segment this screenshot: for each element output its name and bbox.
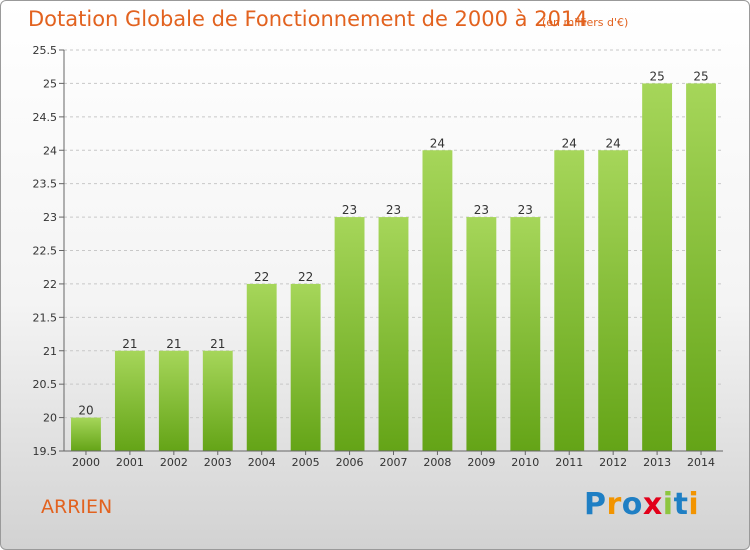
bar [71, 417, 101, 451]
bar [290, 283, 321, 451]
x-tick-label: 2006 [336, 456, 364, 469]
x-tick-label: 2009 [467, 456, 495, 469]
logo-letter: o [621, 487, 643, 522]
y-tick-label: 23 [43, 211, 57, 224]
bar [334, 217, 365, 451]
bar-value-label: 23 [518, 203, 533, 217]
x-tick-label: 2003 [204, 456, 232, 469]
bar [642, 83, 673, 452]
bar-value-label: 23 [474, 203, 489, 217]
logo-letter: t [673, 487, 689, 522]
bar [466, 217, 497, 451]
y-tick-label: 24.5 [33, 111, 58, 124]
y-tick-label: 21.5 [33, 311, 58, 324]
bar-value-label: 25 [693, 69, 708, 83]
commune-name: ARRIEN [41, 496, 113, 518]
bar [554, 150, 585, 451]
bar-value-label: 24 [606, 136, 621, 150]
bar [378, 217, 409, 451]
bar [202, 350, 233, 451]
y-tick-label: 20.5 [33, 378, 58, 391]
x-tick-label: 2001 [116, 456, 144, 469]
bar-value-label: 20 [78, 404, 93, 418]
bar-value-label: 24 [562, 136, 577, 150]
logo-letter: x [642, 487, 663, 522]
bar [598, 150, 629, 451]
bar-value-label: 21 [122, 337, 137, 351]
logo-letter: r [606, 487, 622, 522]
bar [510, 217, 541, 451]
bar [422, 150, 453, 451]
bar [686, 83, 716, 452]
x-tick-label: 2002 [160, 456, 188, 469]
x-tick-label: 2004 [248, 456, 276, 469]
chart-title: Dotation Globale de Fonctionnement de 20… [28, 7, 588, 31]
y-tick-label: 24 [43, 144, 57, 157]
y-tick-label: 21 [43, 345, 57, 358]
y-tick-label: 25 [43, 77, 57, 90]
x-tick-label: 2008 [423, 456, 451, 469]
x-tick-label: 2007 [380, 456, 408, 469]
bar-value-label: 23 [386, 203, 401, 217]
bar-value-label: 23 [342, 203, 357, 217]
bar-value-label: 21 [210, 337, 225, 351]
bar-value-label: 22 [254, 270, 269, 284]
logo-letter: i [688, 487, 700, 522]
x-tick-label: 2014 [687, 456, 715, 469]
x-tick-label: 2013 [643, 456, 671, 469]
y-tick-label: 19.5 [33, 445, 58, 458]
y-tick-label: 22 [43, 278, 57, 291]
x-tick-label: 2010 [511, 456, 539, 469]
y-tick-label: 25.5 [33, 44, 58, 57]
y-tick-label: 20 [43, 412, 57, 425]
bar-value-label: 21 [166, 337, 181, 351]
y-tick-label: 22.5 [33, 245, 58, 258]
logo-letter: i [662, 487, 674, 522]
x-tick-label: 2012 [599, 456, 627, 469]
y-tick-label: 23.5 [33, 178, 58, 191]
logo-letter: P [584, 487, 607, 522]
bar [246, 283, 277, 451]
proxiti-logo[interactable]: Proxiti [584, 487, 699, 522]
chart-subtitle: (en milliers d'€) [542, 16, 629, 29]
bar-value-label: 25 [649, 69, 664, 83]
bar [114, 350, 145, 451]
bar-value-label: 24 [430, 136, 445, 150]
bar-value-label: 22 [298, 270, 313, 284]
x-tick-label: 2011 [555, 456, 583, 469]
x-tick-label: 2005 [292, 456, 320, 469]
bar [158, 350, 189, 451]
x-tick-label: 2000 [72, 456, 100, 469]
axes: 19.5 20 20.5 21 21.5 22 22.5 23 23.5 24 24.5 25 25.5… [33, 44, 723, 469]
bars: 20 21 21 21 22 22 23 23 24 23 23 24 24 25 25 [71, 69, 716, 452]
